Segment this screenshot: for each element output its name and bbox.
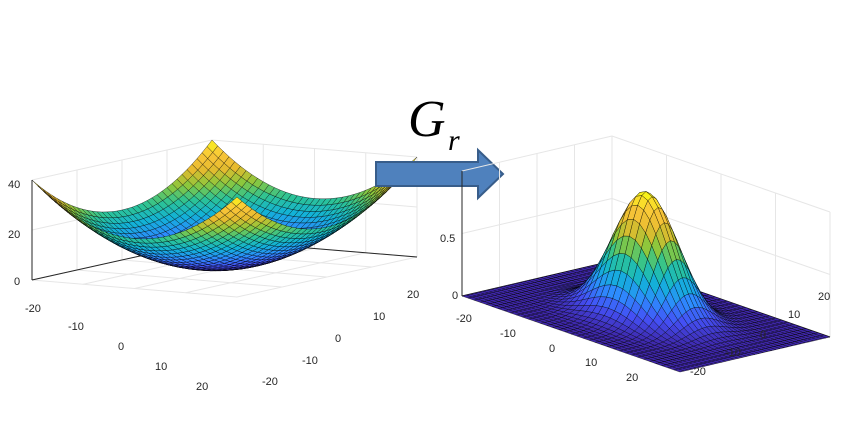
left-y-tick: 10 [373, 311, 385, 323]
left-surface-mesh [31, 139, 418, 271]
operator-symbol: G [408, 91, 446, 148]
left-x-tick: -20 [25, 303, 41, 315]
operator-subscript: r [448, 124, 460, 157]
right-y-tick: 20 [818, 291, 830, 303]
right-y-tick: -20 [690, 366, 706, 378]
right-x-tick: 0 [549, 343, 555, 355]
gaussian-surface-plot: 0.5 0 -20 -10 0 10 20 -20 -10 0 10 20 [440, 135, 831, 384]
floor-gridline [236, 256, 418, 298]
left-z-tick: 40 [8, 179, 20, 191]
left-x-tick: 10 [155, 361, 167, 373]
right-surface-mesh [461, 191, 831, 373]
left-y-tick: 0 [335, 333, 341, 345]
right-x-tick: -20 [456, 313, 472, 325]
right-y-tick: -10 [725, 347, 741, 359]
surface-facet [46, 191, 58, 202]
right-x-tick: 10 [585, 357, 597, 369]
surface-facet [673, 368, 685, 373]
right-y-tick: 10 [788, 309, 800, 321]
left-y-tick: -20 [262, 376, 278, 388]
left-tick-labels: 40 20 0 -20 -10 0 10 20 -20 -10 0 10 20 [8, 179, 419, 393]
left-y-tick: 20 [407, 289, 419, 301]
right-z-tick: 0.5 [440, 233, 455, 245]
left-x-tick: 20 [196, 381, 208, 393]
surface-facet [231, 196, 243, 207]
right-tick-labels: 0.5 0 -20 -10 0 10 20 -20 -10 0 10 20 [440, 233, 830, 384]
left-x-tick: -10 [68, 321, 84, 333]
left-x-tick: 0 [118, 341, 124, 353]
left-z-tick: 0 [14, 276, 20, 288]
transform-arrow: G r [375, 91, 505, 201]
floor-gridline [185, 252, 366, 294]
right-x-tick: 20 [626, 372, 638, 384]
right-y-tick: 0 [760, 329, 766, 341]
paraboloid-surface-plot: 40 20 0 -20 -10 0 10 20 -20 -10 0 10 20 [8, 139, 419, 393]
right-arrow-icon [375, 147, 505, 201]
left-y-tick: -10 [302, 355, 318, 367]
right-z-tick: 0 [452, 290, 458, 302]
left-z-tick: 20 [8, 229, 20, 241]
right-x-tick: -10 [500, 328, 516, 340]
